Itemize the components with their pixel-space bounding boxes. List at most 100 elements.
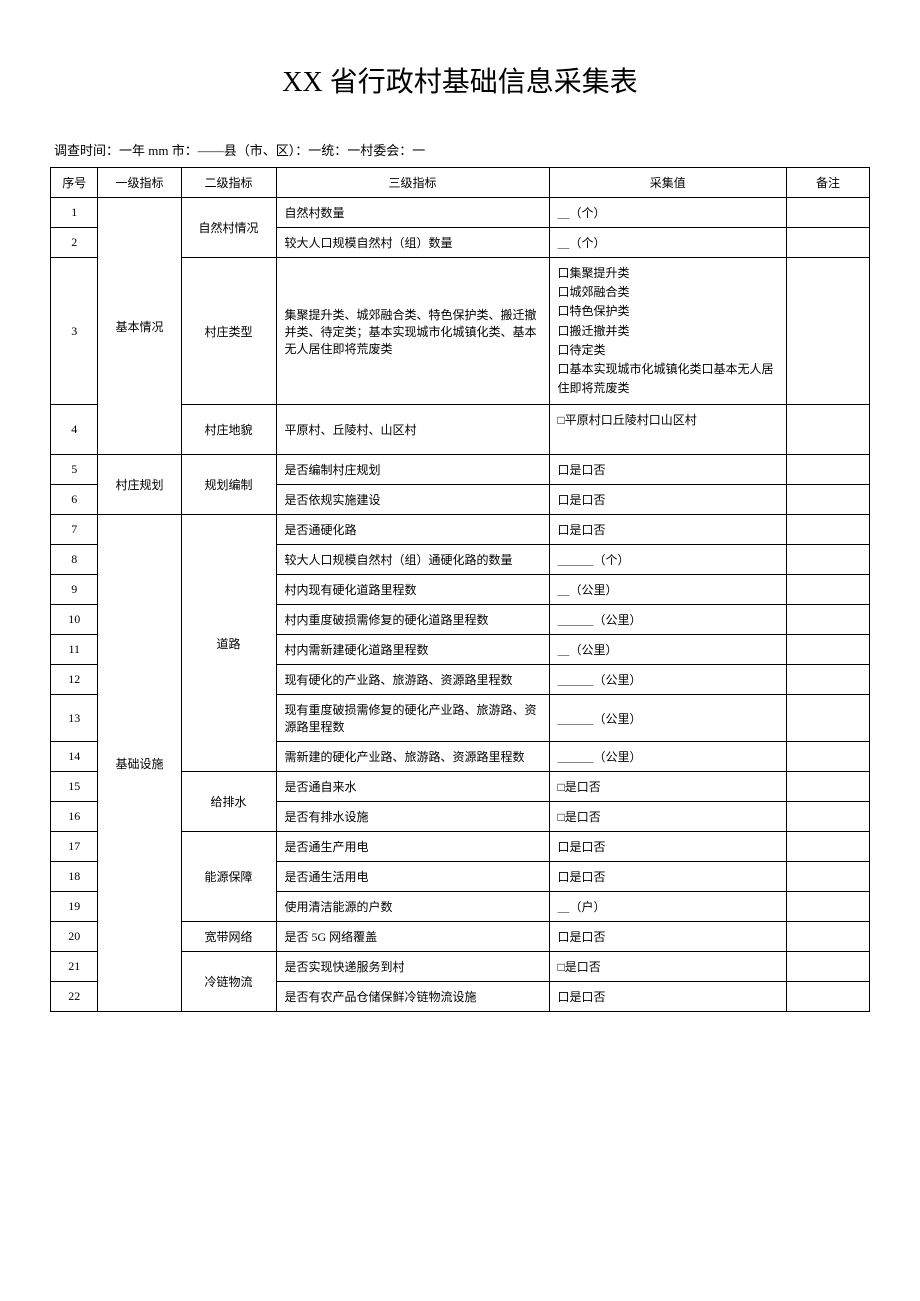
cell-seq: 18 [51, 862, 98, 892]
cell-level2: 自然村情况 [181, 198, 276, 258]
cell-value: ＿（个） [549, 198, 786, 228]
cell-seq: 14 [51, 742, 98, 772]
cell-level3: 是否通生产用电 [276, 832, 549, 862]
cell-note [786, 862, 869, 892]
table-row: 5 村庄规划 规划编制 是否编制村庄规划 口是口否 [51, 455, 870, 485]
cell-level1: 基础设施 [98, 515, 181, 1012]
cell-note [786, 695, 869, 742]
cell-level2: 规划编制 [181, 455, 276, 515]
cell-seq: 13 [51, 695, 98, 742]
cell-level2: 村庄地貌 [181, 405, 276, 455]
cell-level3: 较大人口规模自然村（组）通硬化路的数量 [276, 545, 549, 575]
cell-level3: 是否有农产品仓储保鲜冷链物流设施 [276, 982, 549, 1012]
cell-level3: 平原村、丘陵村、山区村 [276, 405, 549, 455]
cell-value: ＿＿＿（公里） [549, 605, 786, 635]
cell-level2: 冷链物流 [181, 952, 276, 1012]
cell-note [786, 635, 869, 665]
cell-note [786, 742, 869, 772]
cell-seq: 21 [51, 952, 98, 982]
cell-value: ＿（公里） [549, 575, 786, 605]
cell-note [786, 772, 869, 802]
cell-level3: 现有硬化的产业路、旅游路、资源路里程数 [276, 665, 549, 695]
cell-level2: 给排水 [181, 772, 276, 832]
header-seq: 序号 [51, 168, 98, 198]
cell-seq: 5 [51, 455, 98, 485]
cell-level3: 是否实现快递服务到村 [276, 952, 549, 982]
cell-note [786, 575, 869, 605]
header-level3: 三级指标 [276, 168, 549, 198]
cell-note [786, 922, 869, 952]
cell-level2: 宽带网络 [181, 922, 276, 952]
cell-value: ＿（个） [549, 228, 786, 258]
cell-value: 口是口否 [549, 832, 786, 862]
cell-value: 口是口否 [549, 485, 786, 515]
data-collection-table: 序号 一级指标 二级指标 三级指标 采集值 备注 1 基本情况 自然村情况 自然… [50, 167, 870, 1012]
cell-level3: 是否有排水设施 [276, 802, 549, 832]
cell-seq: 15 [51, 772, 98, 802]
cell-note [786, 802, 869, 832]
cell-seq: 20 [51, 922, 98, 952]
cell-level2: 村庄类型 [181, 258, 276, 405]
cell-note [786, 515, 869, 545]
cell-value: ＿＿＿（公里） [549, 742, 786, 772]
survey-info-line: 调查时间：一年 mm 市：——县（市、区）：一统：一村委会：一 [50, 140, 870, 159]
cell-note [786, 485, 869, 515]
cell-level2: 道路 [181, 515, 276, 772]
cell-value: 口是口否 [549, 922, 786, 952]
cell-note [786, 605, 869, 635]
cell-note [786, 405, 869, 455]
cell-note [786, 982, 869, 1012]
cell-seq: 11 [51, 635, 98, 665]
header-level1: 一级指标 [98, 168, 181, 198]
cell-value: ＿＿＿（公里） [549, 665, 786, 695]
cell-value: 口是口否 [549, 982, 786, 1012]
cell-value: 口是口否 [549, 455, 786, 485]
header-note: 备注 [786, 168, 869, 198]
cell-value: ＿＿＿（公里） [549, 695, 786, 742]
cell-seq: 12 [51, 665, 98, 695]
cell-value: 口是口否 [549, 862, 786, 892]
cell-note [786, 455, 869, 485]
table-header-row: 序号 一级指标 二级指标 三级指标 采集值 备注 [51, 168, 870, 198]
cell-seq: 7 [51, 515, 98, 545]
cell-note [786, 892, 869, 922]
cell-level3: 是否依规实施建设 [276, 485, 549, 515]
cell-level2: 能源保障 [181, 832, 276, 922]
cell-level3: 集聚提升类、城郊融合类、特色保护类、搬迁撤并类、待定类；基本实现城市化城镇化类、… [276, 258, 549, 405]
cell-note [786, 258, 869, 405]
cell-note [786, 198, 869, 228]
cell-value: ＿（公里） [549, 635, 786, 665]
cell-seq: 1 [51, 198, 98, 228]
cell-level1: 基本情况 [98, 198, 181, 455]
cell-level3: 需新建的硬化产业路、旅游路、资源路里程数 [276, 742, 549, 772]
cell-value: □平原村口丘陵村口山区村 [549, 405, 786, 455]
cell-level3: 是否通自来水 [276, 772, 549, 802]
cell-note [786, 545, 869, 575]
table-row: 1 基本情况 自然村情况 自然村数量 ＿（个） [51, 198, 870, 228]
cell-level3: 是否通生活用电 [276, 862, 549, 892]
cell-value: □是口否 [549, 952, 786, 982]
cell-level3: 使用清洁能源的户数 [276, 892, 549, 922]
cell-level3: 较大人口规模自然村（组）数量 [276, 228, 549, 258]
cell-value: ＿（户） [549, 892, 786, 922]
cell-note [786, 832, 869, 862]
cell-seq: 8 [51, 545, 98, 575]
cell-level3: 村内需新建硬化道路里程数 [276, 635, 549, 665]
cell-level3: 村内重度破损需修复的硬化道路里程数 [276, 605, 549, 635]
header-value: 采集值 [549, 168, 786, 198]
page-title: XX 省行政村基础信息采集表 [50, 60, 870, 100]
cell-seq: 22 [51, 982, 98, 1012]
cell-seq: 4 [51, 405, 98, 455]
cell-level1: 村庄规划 [98, 455, 181, 515]
cell-value: ＿＿＿（个） [549, 545, 786, 575]
cell-seq: 17 [51, 832, 98, 862]
cell-seq: 2 [51, 228, 98, 258]
cell-value: 口是口否 [549, 515, 786, 545]
cell-seq: 6 [51, 485, 98, 515]
cell-note [786, 228, 869, 258]
cell-level3: 是否通硬化路 [276, 515, 549, 545]
cell-value: □是口否 [549, 772, 786, 802]
cell-level3: 自然村数量 [276, 198, 549, 228]
cell-value: 口集聚提升类 口城郊融合类 口特色保护类 口搬迁撤并类 口待定类 口基本实现城市… [549, 258, 786, 405]
cell-note [786, 952, 869, 982]
